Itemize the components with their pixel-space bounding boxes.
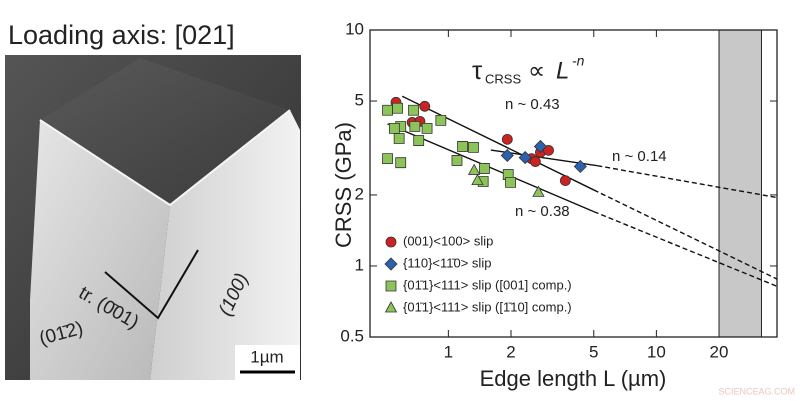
- data-point: [393, 133, 405, 144]
- x-tick-label: 20: [710, 342, 729, 361]
- data-point: [501, 133, 513, 145]
- data-point: [505, 177, 516, 188]
- x-tick-label: 2: [506, 342, 515, 361]
- data-point: [382, 153, 393, 165]
- formula-variable: L: [556, 57, 569, 84]
- data-point: [395, 157, 407, 169]
- right-face: [150, 110, 300, 380]
- data-point: [435, 114, 447, 126]
- legend-label: (001)<100> slip: [403, 233, 493, 248]
- x-tick-label: 5: [589, 342, 598, 361]
- sem-image: 1µm tr. (0̄01) (01̄2) (100): [5, 55, 301, 380]
- data-point: [573, 159, 587, 174]
- data-point: [457, 141, 468, 152]
- legend-marker: [385, 280, 397, 292]
- data-point: [478, 163, 490, 174]
- y-axis-label: CRSS (GPa): [331, 122, 356, 248]
- fit-line: [401, 95, 595, 191]
- data-point: [471, 173, 484, 186]
- legend-label: {01̄1}<111> slip ([001] comp.): [403, 277, 572, 292]
- data-point: [533, 139, 547, 154]
- data-point: [532, 185, 545, 197]
- scale-box: [235, 345, 300, 380]
- fit-line: [593, 189, 778, 280]
- formula-exponent: -n: [572, 53, 585, 69]
- x-axis-label: Edge length L (µm): [480, 366, 667, 391]
- fit-label: n ~ 0.14: [612, 148, 667, 165]
- data-point: [388, 122, 400, 134]
- top-face: [40, 58, 290, 205]
- formula-subscript: CRSS: [485, 71, 521, 86]
- data-point: [421, 122, 433, 134]
- data-point: [518, 150, 532, 165]
- data-point: [543, 144, 554, 156]
- shaded-range: [718, 29, 762, 338]
- y-tick-label: 1: [355, 255, 364, 274]
- y-tick-label: 2: [355, 184, 364, 203]
- data-point: [500, 148, 514, 163]
- data-point: [408, 104, 419, 116]
- formula-symbol: τ: [472, 55, 483, 85]
- panel-title: Loading axis: [021]: [8, 20, 235, 50]
- data-point: [392, 102, 403, 114]
- legend-label: {01̄1}<111> slip ([1̄10] comp.): [403, 299, 572, 314]
- watermark: SCIENCEAG.COM: [718, 386, 795, 396]
- data-point: [382, 104, 393, 116]
- fit-line: [593, 210, 778, 287]
- data-point: [529, 156, 541, 167]
- x-tick-label: 1: [444, 342, 453, 361]
- fit-label: n ~ 0.43: [505, 96, 560, 113]
- fit-label: n ~ 0.38: [515, 203, 570, 220]
- data-point: [559, 175, 571, 187]
- y-tick-label: 5: [355, 91, 364, 110]
- data-point: [409, 121, 421, 132]
- left-face: [30, 120, 170, 380]
- plot-frame: [369, 29, 778, 338]
- data-point: [413, 135, 425, 146]
- legend-marker: [384, 301, 398, 313]
- y-tick-label: 0.5: [340, 326, 364, 345]
- legend-label: {110}<11̄0> slip: [403, 255, 491, 270]
- y-tick-label: 10: [345, 19, 364, 38]
- data-point: [468, 142, 479, 153]
- fit-line: [597, 165, 778, 199]
- trace-line: [104, 249, 199, 320]
- legend-marker: [385, 236, 397, 248]
- data-point: [451, 155, 463, 166]
- x-tick-label: 10: [647, 342, 666, 361]
- scale-label: 1µm: [250, 347, 283, 366]
- legend-marker: [384, 257, 398, 271]
- edge: [39, 109, 291, 207]
- data-point: [419, 100, 431, 112]
- data-point: [467, 163, 481, 175]
- formula-operator: ∝: [528, 57, 545, 84]
